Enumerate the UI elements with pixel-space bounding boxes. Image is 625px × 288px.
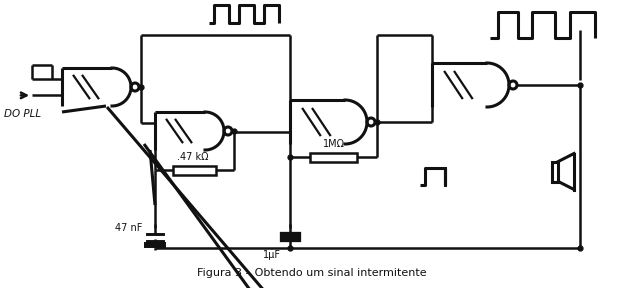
Text: Figura 3 – Obtendo um sinal intermitente: Figura 3 – Obtendo um sinal intermitente <box>198 268 427 278</box>
Text: DO PLL: DO PLL <box>4 109 41 119</box>
Bar <box>309 153 358 162</box>
Bar <box>173 166 216 175</box>
Bar <box>552 162 558 181</box>
Text: 47 nF: 47 nF <box>115 223 142 233</box>
Text: 1MΩ: 1MΩ <box>322 139 344 149</box>
Text: .47 kΩ: .47 kΩ <box>177 152 208 162</box>
Text: 1μF: 1μF <box>263 250 281 260</box>
